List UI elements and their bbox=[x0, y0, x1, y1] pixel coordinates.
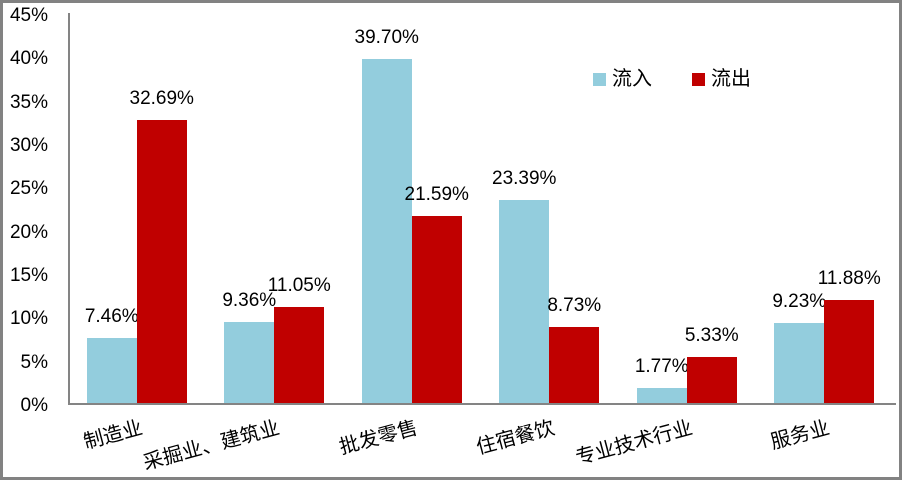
x-category-label-3: 住宿餐饮 bbox=[474, 416, 558, 459]
bar-value-label-inflow-2: 39.70% bbox=[354, 27, 419, 48]
y-tick-label-45: 45% bbox=[9, 5, 48, 26]
x-category-label-5: 服务业 bbox=[768, 416, 833, 454]
y-tick-label-40: 40% bbox=[9, 48, 48, 70]
legend-swatch-inflow-icon bbox=[593, 72, 606, 86]
bar-inflow-2 bbox=[361, 59, 412, 403]
bar-inflow-3 bbox=[499, 200, 550, 403]
y-tick-label-30: 30% bbox=[9, 135, 48, 156]
legend-entry-inflow: 流入 bbox=[593, 67, 652, 91]
bar-outflow-2 bbox=[411, 216, 462, 403]
y-tick-label-25: 25% bbox=[9, 178, 48, 200]
y-axis bbox=[68, 13, 70, 405]
bar-outflow-3 bbox=[549, 327, 600, 403]
bar-value-label-outflow-1: 11.05% bbox=[267, 275, 331, 296]
bar-value-label-outflow-5: 11.88% bbox=[817, 268, 881, 289]
y-tick-label-35: 35% bbox=[9, 91, 48, 113]
x-axis bbox=[68, 403, 896, 405]
legend-label-inflow: 流入 bbox=[612, 68, 652, 90]
bar-outflow-0 bbox=[136, 120, 187, 403]
plot-area: 7.46% 32.69% 9.36% 11.05% 39.70% 21.59% 23.39%… bbox=[68, 13, 893, 403]
x-category-label-1: 采掘业、建筑业 bbox=[141, 416, 283, 475]
bar-inflow-1 bbox=[224, 322, 275, 403]
x-category-label-4: 专业技术行业 bbox=[573, 416, 695, 470]
bar-value-label-inflow-1: 9.36% bbox=[222, 290, 277, 311]
y-tick-label-20: 20% bbox=[9, 221, 48, 243]
bar-value-label-outflow-4: 5.33% bbox=[684, 325, 739, 346]
bar-inflow-4 bbox=[636, 388, 687, 403]
x-category-label-0: 制造业 bbox=[81, 416, 145, 454]
x-category-label-2: 批发零售 bbox=[336, 416, 420, 459]
bar-value-label-inflow-3: 23.39% bbox=[492, 168, 557, 189]
bar-inflow-0 bbox=[86, 338, 137, 403]
bar-value-label-inflow-0: 7.46% bbox=[84, 306, 139, 327]
bar-outflow-1 bbox=[274, 307, 325, 403]
bar-outflow-5 bbox=[824, 300, 875, 403]
bar-inflow-5 bbox=[774, 323, 825, 403]
y-tick-label-5: 5% bbox=[20, 351, 48, 373]
bar-value-label-outflow-3: 8.73% bbox=[547, 295, 602, 316]
y-tick-label-0: 0% bbox=[20, 395, 48, 416]
y-tick-label-10: 10% bbox=[9, 308, 48, 330]
legend: 流入 流出 bbox=[593, 67, 751, 91]
y-tick-label-15: 15% bbox=[9, 265, 48, 286]
bar-value-label-inflow-5: 9.23% bbox=[772, 291, 827, 312]
legend-entry-outflow: 流出 bbox=[692, 67, 751, 91]
bar-value-label-outflow-0: 32.69% bbox=[129, 88, 194, 109]
legend-swatch-outflow-icon bbox=[692, 72, 705, 86]
bar-value-label-inflow-4: 1.77% bbox=[634, 356, 689, 377]
legend-label-outflow: 流出 bbox=[711, 68, 751, 90]
bar-outflow-4 bbox=[686, 357, 737, 403]
bar-value-label-outflow-2: 21.59% bbox=[404, 184, 469, 205]
